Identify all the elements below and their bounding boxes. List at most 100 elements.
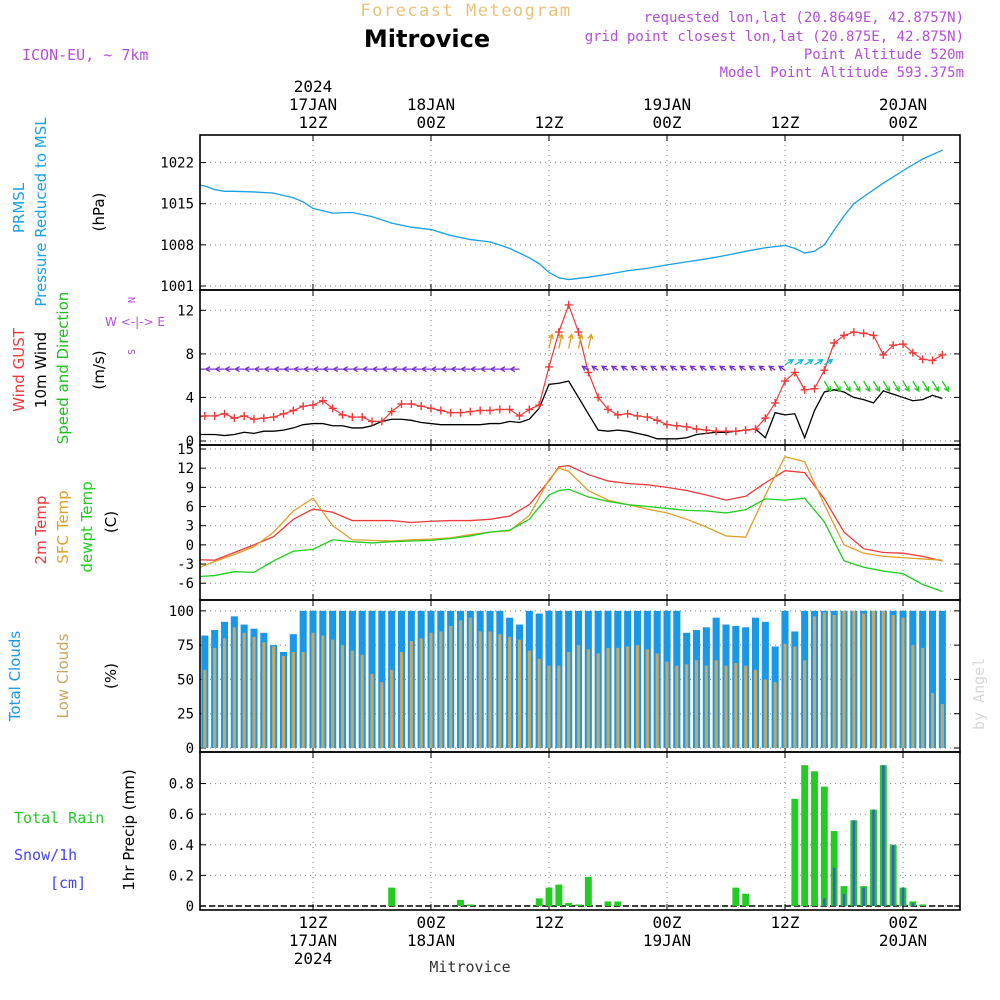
bar-total-rain <box>614 901 622 906</box>
y-tick-label: 0.8 <box>169 777 194 793</box>
bar-low-clouds <box>439 631 443 748</box>
legend-total-rain: Total Rain <box>14 809 104 827</box>
bottom-tick-label: 00Z <box>653 913 682 932</box>
y-tick-label: 4 <box>186 390 194 406</box>
data-point-prmsl <box>922 158 924 160</box>
bar-low-clouds <box>557 665 561 748</box>
bar-low-clouds <box>517 639 522 748</box>
gust-marker <box>643 413 652 422</box>
data-point-prmsl <box>804 252 806 254</box>
bar-low-clouds <box>458 620 463 748</box>
y-tick-label: 0 <box>186 434 194 450</box>
top-tick-label: 2024 <box>294 77 333 96</box>
wind-direction-arrow <box>600 365 609 371</box>
gust-marker <box>545 362 553 371</box>
y-label-prmsl: PRMSL <box>10 182 28 233</box>
gust-marker <box>436 406 445 415</box>
wind-direction-arrow <box>558 333 564 349</box>
data-point-prmsl <box>764 247 766 249</box>
y-tick-label: 0.2 <box>169 868 194 884</box>
gust-marker <box>722 427 730 436</box>
panel-precipitation: 0 0.2 0.4 0.6 0.8 <box>169 751 961 915</box>
wind-direction-arrow <box>223 366 235 373</box>
gust-marker <box>446 408 455 417</box>
gust-marker <box>800 385 809 394</box>
bar-low-clouds <box>390 669 394 748</box>
bottom-tick-label: 12Z <box>771 913 800 932</box>
bottom-tick-label: 00Z <box>417 913 446 932</box>
y-tick-label: 9 <box>186 480 194 496</box>
y-label-total-clouds: Total Clouds <box>6 631 24 723</box>
gust-marker <box>712 427 721 436</box>
series-line-prmsl <box>200 149 943 281</box>
gust-marker <box>318 396 327 405</box>
bar-snow <box>872 809 875 906</box>
data-point-prmsl <box>214 188 216 191</box>
data-point-prmsl <box>469 238 471 241</box>
wind-direction-arrow <box>882 380 891 393</box>
gust-marker <box>358 413 367 422</box>
data-point-prmsl <box>410 226 412 228</box>
data-point-prmsl <box>253 191 255 193</box>
wind-direction-arrow <box>718 365 727 371</box>
wind-direction-arrow <box>302 366 313 373</box>
y-tick-label: 0.6 <box>169 807 194 823</box>
gust-marker <box>849 328 858 337</box>
gust-marker <box>613 410 622 419</box>
bar-low-clouds <box>360 654 364 748</box>
bar-low-clouds <box>911 645 915 748</box>
bar-low-clouds <box>331 639 335 748</box>
gust-marker <box>781 377 789 386</box>
y-label-ms: (m/s) <box>90 350 108 389</box>
bottom-tick-label: 12Z <box>535 913 564 932</box>
data-point-prmsl <box>843 215 845 217</box>
wind-direction-arrow <box>659 365 668 371</box>
wind-direction-arrow <box>391 366 402 373</box>
wind-direction-arrow <box>758 365 766 371</box>
wind-direction-arrow <box>489 366 500 373</box>
wind-direction-arrow <box>263 366 274 373</box>
data-point-prmsl <box>509 247 511 249</box>
panel-temperature: -6 -3 0 3 6 9 12 15 <box>177 442 961 601</box>
bar-total-rain <box>732 887 740 906</box>
y-label-hpa: (hPa) <box>90 193 108 232</box>
grid-point: grid point closest lon,lat (20.875E, 42.… <box>585 29 964 45</box>
data-point-prmsl <box>705 258 707 260</box>
plot-area-clouds <box>201 610 946 748</box>
wind-direction-arrow <box>400 366 412 373</box>
bar-low-clouds <box>675 665 679 748</box>
bar-total-rain <box>919 904 927 906</box>
gust-marker <box>859 329 868 338</box>
bar-snow <box>832 867 836 906</box>
bottom-tick-label: 12Z <box>299 913 328 932</box>
gust-marker <box>368 417 376 426</box>
wind-direction-arrow <box>204 366 215 373</box>
gust-marker <box>938 350 947 359</box>
gust-marker <box>397 399 406 408</box>
bar-snow <box>823 898 826 906</box>
gust-marker <box>604 405 612 414</box>
location-title: Mitrovice <box>364 25 490 53</box>
bar-low-clouds <box>822 612 826 748</box>
data-point-prmsl <box>450 234 452 237</box>
gust-marker <box>908 348 917 357</box>
data-point-prmsl <box>882 182 884 184</box>
y-tick-label: 100 <box>169 604 194 620</box>
bar-low-clouds <box>547 665 551 748</box>
wind-direction-arrow <box>371 366 382 373</box>
gust-marker <box>407 399 416 408</box>
gust-marker <box>495 405 504 414</box>
bar-snow <box>842 893 846 906</box>
data-point-prmsl <box>863 196 865 198</box>
data-point-prmsl <box>489 241 491 243</box>
bar-low-clouds <box>596 653 600 748</box>
bar-total-rain <box>801 765 809 906</box>
y-label-wind-gust: Wind GUST <box>10 327 28 412</box>
gust-marker <box>456 408 465 417</box>
y-label-dewpt-temp: dewpt Temp <box>78 481 96 572</box>
gust-marker <box>928 356 937 365</box>
plot-area-precipitation <box>200 765 960 907</box>
top-tick-label: 12Z <box>535 113 564 132</box>
gust-marker <box>486 406 494 415</box>
